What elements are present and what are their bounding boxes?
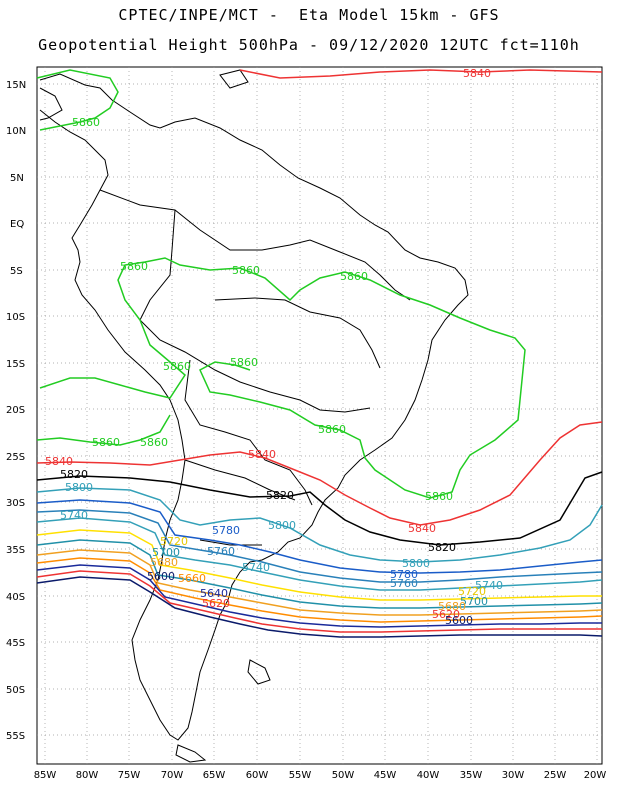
contour-label: 5760 (207, 545, 235, 558)
map-subtitle: Geopotential Height 500hPa - 09/12/2020 … (38, 36, 580, 54)
lon-label: 40W (417, 770, 440, 781)
contour-5760 (36, 509, 603, 583)
lon-label: 20W (584, 770, 607, 781)
contour-5600 (36, 576, 603, 638)
contour-5840 (36, 421, 603, 526)
contour-label: 5800 (65, 481, 93, 494)
contour-label: 5780 (390, 568, 418, 581)
contour-5680 (36, 549, 603, 616)
lon-label: 45W (374, 770, 397, 781)
contour-label: 5820 (266, 489, 294, 502)
contour-5720 (36, 529, 602, 601)
lon-label: 80W (76, 770, 99, 781)
contour-label: 5740 (475, 579, 503, 592)
contour-5860-south (36, 414, 171, 446)
contour-labels: 5860 5860 5860 5860 5860 5860 5860 5860 … (45, 67, 503, 627)
coastline (39, 69, 469, 763)
contour-label: 5860 (230, 356, 258, 369)
lat-label: 15S (6, 359, 25, 370)
contour-label: 5860 (232, 264, 260, 277)
map-frame (36, 66, 603, 765)
contour-label: 5720 (458, 585, 486, 598)
contour-label: 5640 (200, 587, 228, 600)
contour-label: 5620 (432, 608, 460, 621)
lon-label: 85W (34, 770, 57, 781)
contour-label: 5820 (428, 541, 456, 554)
graticule (37, 67, 602, 764)
contour-label: 5740 (242, 561, 270, 574)
contour-5800 (36, 487, 603, 563)
contour-label: 5840 (45, 455, 73, 468)
contour-5840-top (239, 69, 603, 79)
lon-label: 65W (203, 770, 226, 781)
contour-label: 5840 (408, 522, 436, 535)
latitude-labels: 15N 10N 5N EQ 5S 10S 15S 20S 25S 30S 35S… (6, 80, 26, 742)
lon-label: 60W (246, 770, 269, 781)
contour-label: 5680 (438, 600, 466, 613)
contour-label: 5600 (147, 570, 175, 583)
contour-label: 5620 (202, 597, 230, 610)
lat-label: 40S (6, 592, 25, 603)
lat-label: 5S (10, 266, 23, 277)
lat-label: 25S (6, 452, 25, 463)
contour-5620 (36, 570, 602, 633)
contour-5700 (36, 539, 603, 609)
contour-label: 5740 (60, 509, 88, 522)
contour-lines (36, 69, 603, 638)
contour-label: 5760 (390, 577, 418, 590)
contour-label: 5800 (268, 519, 296, 532)
contour-5640 (36, 564, 602, 628)
lat-label: 35S (6, 545, 25, 556)
contour-5740 (36, 517, 603, 591)
lat-label: 5N (10, 173, 24, 184)
contour-label: 5860 (425, 490, 453, 503)
longitude-labels: 85W 80W 75W 70W 65W 60W 55W 50W 45W 40W … (34, 770, 607, 781)
contour-label: 5720 (160, 535, 188, 548)
contour-label: 5820 (60, 468, 88, 481)
contour-label: 5780 (212, 524, 240, 537)
lat-label: EQ (10, 219, 24, 230)
lon-label: 30W (502, 770, 525, 781)
contour-label: 5660 (178, 572, 206, 585)
contour-label: 5860 (72, 116, 100, 129)
contour-label: 5700 (460, 595, 488, 608)
contour-label: 5860 (140, 436, 168, 449)
contour-label: 5800 (402, 557, 430, 570)
contour-label: 5840 (248, 448, 276, 461)
lon-label: 55W (289, 770, 312, 781)
contour-label: 5860 (120, 260, 148, 273)
lon-label: 25W (544, 770, 567, 781)
lon-label: 35W (460, 770, 483, 781)
lat-label: 45S (6, 638, 25, 649)
lat-label: 15N (6, 80, 26, 91)
lat-label: 10S (6, 312, 25, 323)
map-title: CPTEC/INPE/MCT - Eta Model 15km - GFS (118, 6, 500, 24)
contour-label: 5700 (152, 546, 180, 559)
contour-label: 5840 (463, 67, 491, 80)
lon-label: 75W (118, 770, 141, 781)
contour-label: 5680 (150, 556, 178, 569)
contour-label: 5860 (163, 360, 191, 373)
contour-label: 5600 (445, 614, 473, 627)
lat-label: 10N (6, 126, 26, 137)
contour-5820 (36, 471, 603, 546)
contour-label: 5860 (92, 436, 120, 449)
contour-5660 (36, 557, 603, 623)
lat-label: 50S (6, 685, 25, 696)
lat-label: 30S (6, 498, 25, 509)
lat-label: 20S (6, 405, 25, 416)
contour-label: 5860 (340, 270, 368, 283)
lon-label: 50W (332, 770, 355, 781)
lon-label: 70W (161, 770, 184, 781)
lat-label: 55S (6, 731, 25, 742)
contour-5860-north (36, 69, 119, 131)
contour-5780 (36, 499, 603, 574)
contour-5860-main (39, 257, 526, 499)
contour-label: 5860 (318, 423, 346, 436)
